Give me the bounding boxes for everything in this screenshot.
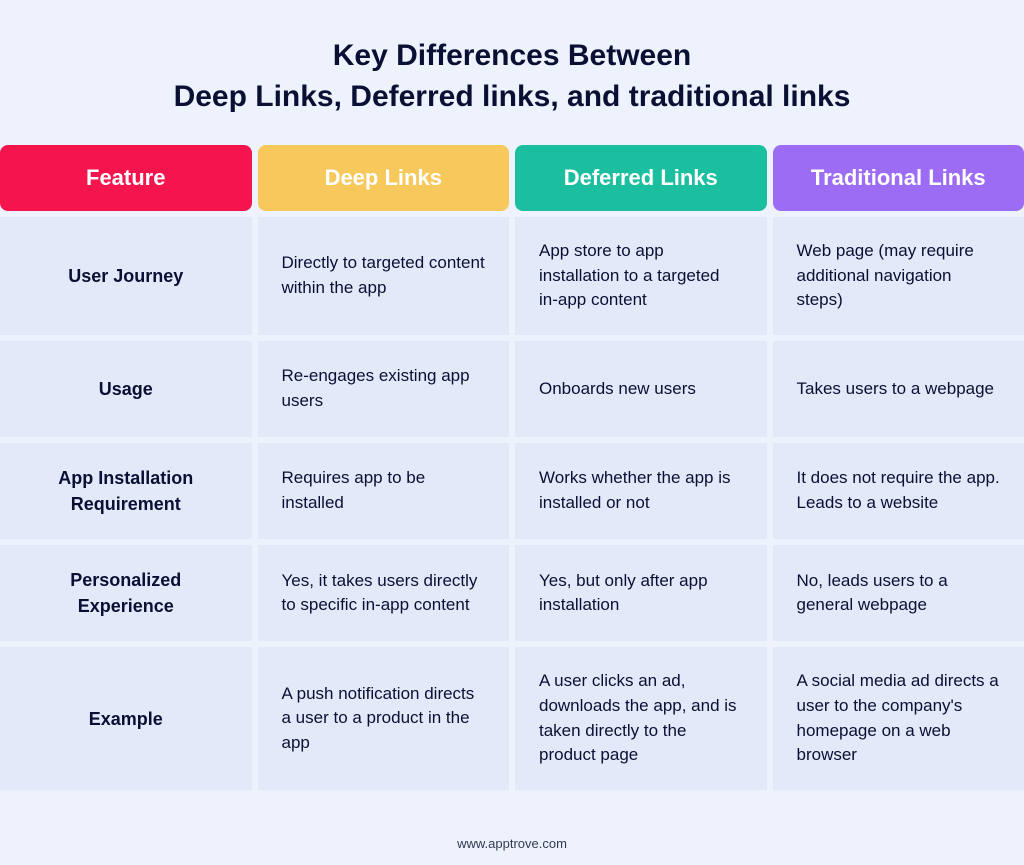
- header-deep-links: Deep Links: [258, 145, 510, 211]
- table-cell: Takes users to a webpage: [773, 341, 1024, 437]
- table-cell: Web page (may require additional navigat…: [773, 217, 1024, 335]
- header-deferred-links: Deferred Links: [515, 145, 767, 211]
- table-cell: It does not require the app. Leads to a …: [773, 443, 1024, 539]
- header-traditional-links: Traditional Links: [773, 145, 1024, 211]
- table-cell: Onboards new users: [515, 341, 767, 437]
- table-cell: Yes, it takes users directly to specific…: [258, 545, 510, 641]
- row-label: Usage: [0, 341, 252, 437]
- table-cell: Requires app to be installed: [258, 443, 510, 539]
- comparison-table: Feature Deep Links Deferred Links Tradit…: [0, 145, 1024, 790]
- table-cell: A social media ad directs a user to the …: [773, 647, 1024, 790]
- row-label: Personalized Experience: [0, 545, 252, 641]
- table-cell: App store to app installation to a targe…: [515, 217, 767, 335]
- table-cell: No, leads users to a general webpage: [773, 545, 1024, 641]
- table-cell: A user clicks an ad, downloads the app, …: [515, 647, 767, 790]
- row-label: App Installation Requirement: [0, 443, 252, 539]
- table-cell: Works whether the app is installed or no…: [515, 443, 767, 539]
- table-cell: Yes, but only after app installation: [515, 545, 767, 641]
- header-feature: Feature: [0, 145, 252, 211]
- row-label: Example: [0, 647, 252, 790]
- title-line-1: Key Differences Between: [333, 39, 691, 72]
- table-cell: Directly to targeted content within the …: [258, 217, 510, 335]
- table-cell: Re-engages existing app users: [258, 341, 510, 437]
- table-cell: A push notification directs a user to a …: [258, 647, 510, 790]
- footer-credit: www.apptrove.com: [0, 836, 1024, 851]
- row-label: User Journey: [0, 217, 252, 335]
- page-title: Key Differences Between Deep Links, Defe…: [0, 0, 1024, 145]
- title-line-2: Deep Links, Deferred links, and traditio…: [174, 80, 851, 113]
